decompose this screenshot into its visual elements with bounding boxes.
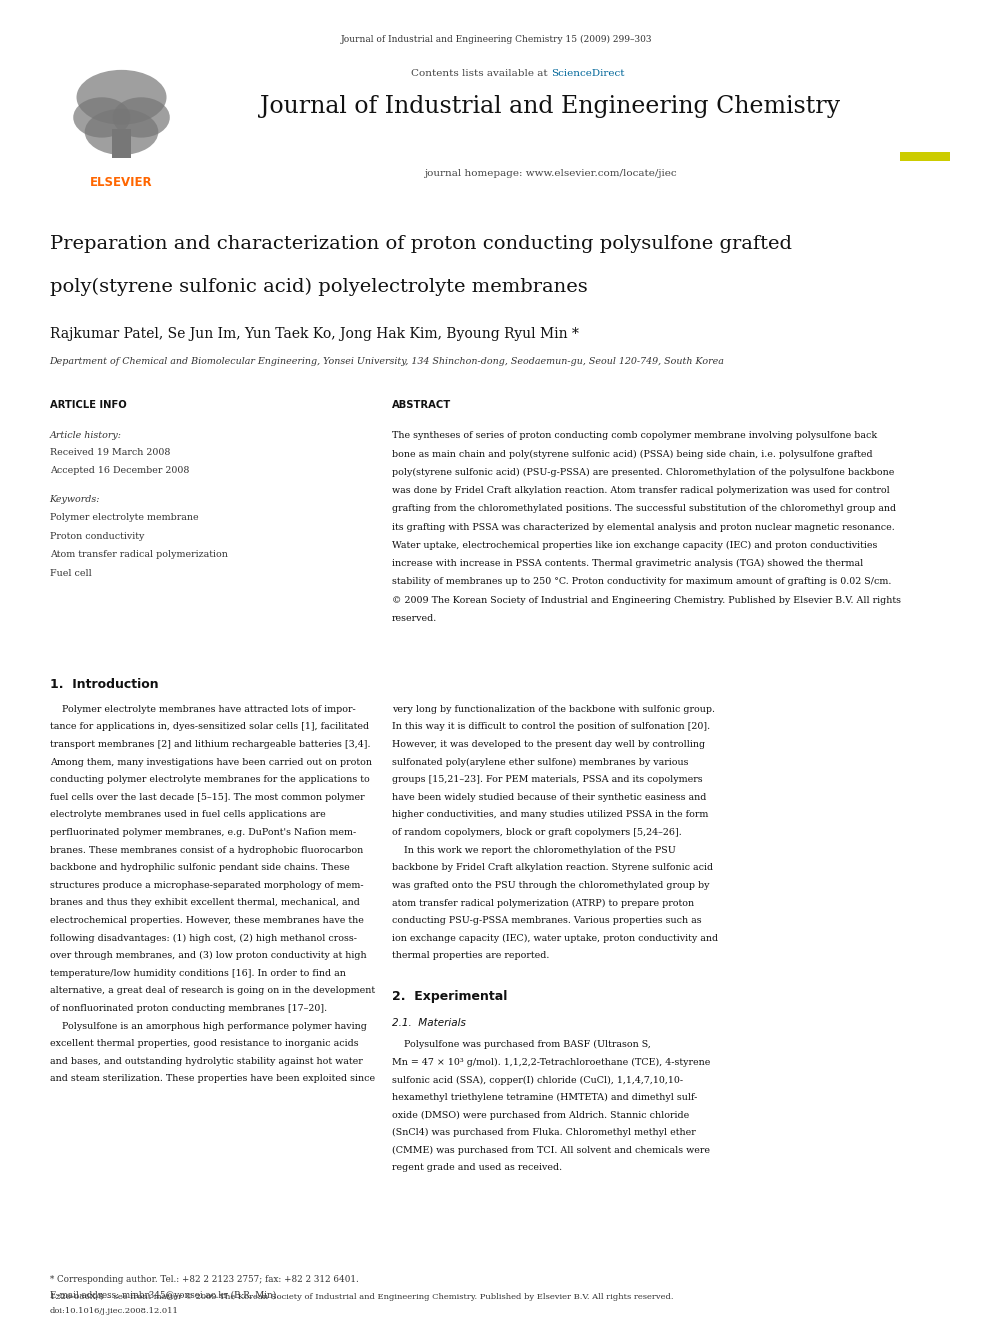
Text: In this way it is difficult to control the position of sulfonation [20].: In this way it is difficult to control t… <box>392 722 710 732</box>
Text: ion exchange capacity (IEC), water uptake, proton conductivity and: ion exchange capacity (IEC), water uptak… <box>392 934 718 943</box>
Text: reserved.: reserved. <box>392 614 437 623</box>
Text: and bases, and outstanding hydrolytic stability against hot water: and bases, and outstanding hydrolytic st… <box>50 1057 362 1066</box>
Text: © 2009 The Korean Society of Industrial and Engineering Chemistry. Published by : © 2009 The Korean Society of Industrial … <box>392 595 901 605</box>
Bar <box>901 152 949 160</box>
Text: branes and thus they exhibit excellent thermal, mechanical, and: branes and thus they exhibit excellent t… <box>50 898 359 908</box>
Text: of nonfluorinated proton conducting membranes [17–20].: of nonfluorinated proton conducting memb… <box>50 1004 326 1013</box>
Text: groups [15,21–23]. For PEM materials, PSSA and its copolymers: groups [15,21–23]. For PEM materials, PS… <box>392 775 702 785</box>
Text: perfluorinated polymer membranes, e.g. DuPont's Nafion mem-: perfluorinated polymer membranes, e.g. D… <box>50 828 356 837</box>
Text: Journal of Industrial and Engineering Chemistry: Journal of Industrial and Engineering Ch… <box>261 95 840 118</box>
Text: (SnCl4) was purchased from Fluka. Chloromethyl methyl ether: (SnCl4) was purchased from Fluka. Chloro… <box>392 1129 695 1138</box>
Text: Journal of Industrial and Engineering Chemistry 15 (2009) 299–303: Journal of Industrial and Engineering Ch… <box>340 34 652 44</box>
Text: poly(styrene sulfonic acid) polyelectrolyte membranes: poly(styrene sulfonic acid) polyelectrol… <box>50 278 587 296</box>
Text: journal homepage: www.elsevier.com/locate/jiec: journal homepage: www.elsevier.com/locat… <box>425 169 677 179</box>
Text: However, it was developed to the present day well by controlling: However, it was developed to the present… <box>392 740 705 749</box>
Text: Received 19 March 2008: Received 19 March 2008 <box>50 448 170 458</box>
Text: was grafted onto the PSU through the chloromethylated group by: was grafted onto the PSU through the chl… <box>392 881 709 890</box>
Text: sulfonated poly(arylene ether sulfone) membranes by various: sulfonated poly(arylene ether sulfone) m… <box>392 758 688 767</box>
Text: over through membranes, and (3) low proton conductivity at high: over through membranes, and (3) low prot… <box>50 951 366 960</box>
Text: The syntheses of series of proton conducting comb copolymer membrane involving p: The syntheses of series of proton conduc… <box>392 431 877 441</box>
Text: Polymer electrolyte membrane: Polymer electrolyte membrane <box>50 513 198 523</box>
Text: thermal properties are reported.: thermal properties are reported. <box>392 951 550 960</box>
Text: ARTICLE INFO: ARTICLE INFO <box>50 400 126 410</box>
Text: electrolyte membranes used in fuel cells applications are: electrolyte membranes used in fuel cells… <box>50 811 325 819</box>
Text: stability of membranes up to 250 °C. Proton conductivity for maximum amount of g: stability of membranes up to 250 °C. Pro… <box>392 577 891 586</box>
Text: sulfonic acid (SSA), copper(I) chloride (CuCl), 1,1,4,7,10,10-: sulfonic acid (SSA), copper(I) chloride … <box>392 1076 682 1085</box>
Text: Proton conductivity: Proton conductivity <box>50 532 144 541</box>
Text: transport membranes [2] and lithium rechargeable batteries [3,4].: transport membranes [2] and lithium rech… <box>50 740 370 749</box>
Text: backbone by Fridel Craft alkylation reaction. Styrene sulfonic acid: backbone by Fridel Craft alkylation reac… <box>392 864 713 872</box>
Text: Journal of
Industrial and
Engineering
Chemistry: Journal of Industrial and Engineering Ch… <box>906 85 944 110</box>
Text: poly(styrene sulfonic acid) (PSU-g-PSSA) are presented. Chloromethylation of the: poly(styrene sulfonic acid) (PSU-g-PSSA)… <box>392 468 894 476</box>
Text: conducting polymer electrolyte membranes for the applications to: conducting polymer electrolyte membranes… <box>50 775 369 785</box>
Text: Contents lists available at: Contents lists available at <box>411 69 551 78</box>
Text: of random copolymers, block or graft copolymers [5,24–26].: of random copolymers, block or graft cop… <box>392 828 682 837</box>
Text: electrochemical properties. However, these membranes have the: electrochemical properties. However, the… <box>50 916 363 925</box>
Text: Article history:: Article history: <box>50 431 122 441</box>
Text: (CMME) was purchased from TCI. All solvent and chemicals were: (CMME) was purchased from TCI. All solve… <box>392 1146 710 1155</box>
Ellipse shape <box>84 108 159 155</box>
Text: have been widely studied because of their synthetic easiness and: have been widely studied because of thei… <box>392 792 706 802</box>
Text: ABSTRACT: ABSTRACT <box>392 400 451 410</box>
Text: alternative, a great deal of research is going on in the development: alternative, a great deal of research is… <box>50 987 375 995</box>
Text: Polysulfone was purchased from BASF (Ultrason S,: Polysulfone was purchased from BASF (Ult… <box>392 1040 651 1049</box>
Text: Water uptake, electrochemical properties like ion exchange capacity (IEC) and pr: Water uptake, electrochemical properties… <box>392 541 877 550</box>
Text: Among them, many investigations have been carried out on proton: Among them, many investigations have bee… <box>50 758 372 767</box>
Text: Mn = 47 × 10³ g/mol). 1,1,2,2-Tetrachloroethane (TCE), 4-styrene: Mn = 47 × 10³ g/mol). 1,1,2,2-Tetrachlor… <box>392 1058 710 1066</box>
Text: regent grade and used as received.: regent grade and used as received. <box>392 1163 561 1172</box>
Text: atom transfer radical polymerization (ATRP) to prepare proton: atom transfer radical polymerization (AT… <box>392 898 694 908</box>
Text: grafting from the chloromethylated positions. The successful substitution of the: grafting from the chloromethylated posit… <box>392 504 896 513</box>
Ellipse shape <box>73 98 131 138</box>
Text: Department of Chemical and Biomolecular Engineering, Yonsei University, 134 Shin: Department of Chemical and Biomolecular … <box>50 357 724 366</box>
Text: conducting PSU-g-PSSA membranes. Various properties such as: conducting PSU-g-PSSA membranes. Various… <box>392 916 701 925</box>
Text: backbone and hydrophilic sulfonic pendant side chains. These: backbone and hydrophilic sulfonic pendan… <box>50 864 349 872</box>
Ellipse shape <box>76 70 167 124</box>
Text: Fuel cell: Fuel cell <box>50 569 91 578</box>
Text: its grafting with PSSA was characterized by elemental analysis and proton nuclea: its grafting with PSSA was characterized… <box>392 523 895 532</box>
Text: ScienceDirect: ScienceDirect <box>552 69 625 78</box>
Bar <box>112 130 131 157</box>
Text: higher conductivities, and many studies utilized PSSA in the form: higher conductivities, and many studies … <box>392 811 708 819</box>
Text: Accepted 16 December 2008: Accepted 16 December 2008 <box>50 466 188 475</box>
Text: hexamethyl triethylene tetramine (HMTETA) and dimethyl sulf-: hexamethyl triethylene tetramine (HMTETA… <box>392 1093 697 1102</box>
Text: temperature/low humidity conditions [16]. In order to find an: temperature/low humidity conditions [16]… <box>50 968 345 978</box>
Text: very long by functionalization of the backbone with sulfonic group.: very long by functionalization of the ba… <box>392 705 715 714</box>
Text: Polymer electrolyte membranes have attracted lots of impor-: Polymer electrolyte membranes have attra… <box>50 705 355 714</box>
Text: bone as main chain and poly(styrene sulfonic acid) (PSSA) being side chain, i.e.: bone as main chain and poly(styrene sulf… <box>392 450 873 459</box>
Text: 1226-086X/$ – see front matter © 2009 The Korean Society of Industrial and Engin: 1226-086X/$ – see front matter © 2009 Th… <box>50 1293 674 1301</box>
Text: following disadvantages: (1) high cost, (2) high methanol cross-: following disadvantages: (1) high cost, … <box>50 934 356 943</box>
Text: structures produce a microphase-separated morphology of mem-: structures produce a microphase-separate… <box>50 881 363 890</box>
Text: * Corresponding author. Tel.: +82 2 2123 2757; fax: +82 2 312 6401.: * Corresponding author. Tel.: +82 2 2123… <box>50 1275 358 1285</box>
Text: increase with increase in PSSA contents. Thermal gravimetric analysis (TGA) show: increase with increase in PSSA contents.… <box>392 560 863 568</box>
Text: branes. These membranes consist of a hydrophobic fluorocarbon: branes. These membranes consist of a hyd… <box>50 845 363 855</box>
Text: and steam sterilization. These properties have been exploited since: and steam sterilization. These propertie… <box>50 1074 375 1084</box>
Text: Keywords:: Keywords: <box>50 495 100 504</box>
Text: fuel cells over the last decade [5–15]. The most common polymer: fuel cells over the last decade [5–15]. … <box>50 792 364 802</box>
Text: Rajkumar Patel, Se Jun Im, Yun Taek Ko, Jong Hak Kim, Byoung Ryul Min *: Rajkumar Patel, Se Jun Im, Yun Taek Ko, … <box>50 327 578 341</box>
Text: Polysulfone is an amorphous high performance polymer having: Polysulfone is an amorphous high perform… <box>50 1021 366 1031</box>
Text: E-mail address: minbr345@yonsei.ac.kr (B.R. Min).: E-mail address: minbr345@yonsei.ac.kr (B… <box>50 1291 279 1301</box>
Text: tance for applications in, dyes-sensitized solar cells [1], facilitated: tance for applications in, dyes-sensitiz… <box>50 722 369 732</box>
Text: ELSEVIER: ELSEVIER <box>90 176 153 189</box>
Text: Preparation and characterization of proton conducting polysulfone grafted: Preparation and characterization of prot… <box>50 235 792 254</box>
Text: 1.  Introduction: 1. Introduction <box>50 679 159 692</box>
Text: oxide (DMSO) were purchased from Aldrich. Stannic chloride: oxide (DMSO) were purchased from Aldrich… <box>392 1111 689 1119</box>
Text: In this work we report the chloromethylation of the PSU: In this work we report the chloromethyla… <box>392 845 676 855</box>
Text: Atom transfer radical polymerization: Atom transfer radical polymerization <box>50 550 227 560</box>
Text: was done by Fridel Craft alkylation reaction. Atom transfer radical polymerizati: was done by Fridel Craft alkylation reac… <box>392 486 890 495</box>
Ellipse shape <box>112 98 170 138</box>
Text: excellent thermal properties, good resistance to inorganic acids: excellent thermal properties, good resis… <box>50 1040 358 1048</box>
Text: 2.1.  Materials: 2.1. Materials <box>392 1017 465 1028</box>
Text: doi:10.1016/j.jiec.2008.12.011: doi:10.1016/j.jiec.2008.12.011 <box>50 1307 179 1315</box>
Text: 2.  Experimental: 2. Experimental <box>392 990 507 1003</box>
